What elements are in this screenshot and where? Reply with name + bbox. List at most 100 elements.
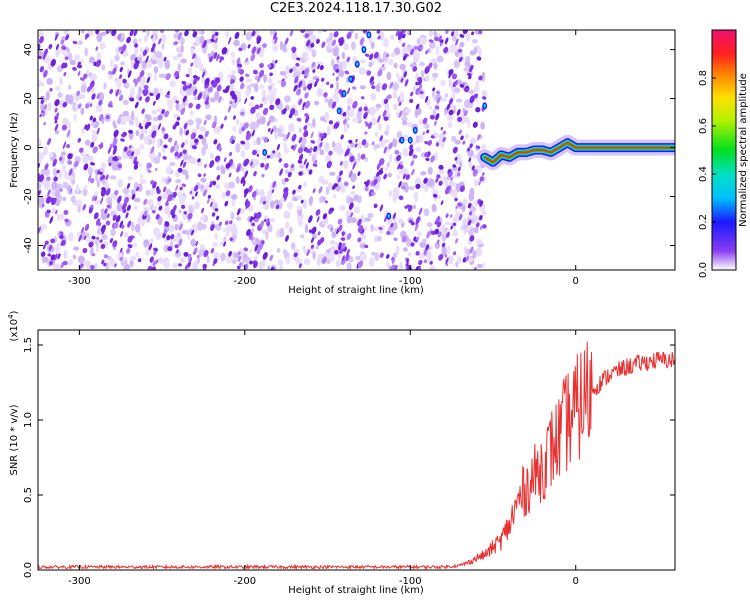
noise-speckle (209, 97, 216, 103)
noise-dot (271, 189, 275, 194)
noise-speckle (364, 225, 368, 231)
heatmap-x-axis-label: Height of straight line (km) (288, 285, 424, 296)
noise-dot (393, 264, 398, 270)
snr-x-axis-label: Height of straight line (km) (288, 585, 424, 596)
noise-dot (175, 121, 180, 126)
noise-speckle (335, 80, 340, 91)
noise-dot (165, 73, 171, 81)
noise-dot (262, 43, 267, 48)
noise-speckle (280, 196, 285, 204)
noise-dot (63, 209, 69, 215)
noise-dot (418, 265, 421, 270)
noise-dot (352, 86, 357, 90)
noise-dot (193, 133, 196, 139)
noise-dot (259, 220, 265, 228)
noise-speckle (301, 136, 307, 146)
noise-speckle (120, 61, 125, 66)
noise-dot (109, 237, 114, 244)
noise-dot (469, 235, 475, 242)
y-tick-label: 40 (23, 43, 34, 56)
noise-dot (467, 219, 472, 226)
noise-dot (441, 242, 446, 248)
noise-dot (111, 30, 117, 37)
noise-speckle (180, 43, 184, 54)
noise-speckle (99, 42, 106, 50)
y-tick-label: 0 (23, 144, 34, 150)
noise-dot (177, 32, 182, 40)
noise-dot (332, 72, 335, 76)
noise-dot (304, 100, 311, 109)
noise-dot (98, 115, 104, 122)
noise-speckle (364, 157, 368, 162)
noise-dot (55, 43, 59, 51)
noise-speckle (386, 161, 390, 168)
noise-speckle (231, 234, 237, 239)
noise-dot (262, 200, 266, 205)
noise-dot (311, 226, 317, 235)
noise-dot (100, 176, 104, 181)
noise-speckle (256, 137, 261, 146)
noise-speckle (168, 224, 175, 233)
noise-dot (373, 51, 379, 59)
noise-dot (251, 222, 256, 227)
noise-speckle (231, 69, 236, 75)
noise-dot (151, 209, 156, 214)
noise-speckle (51, 181, 58, 190)
noise-dot (449, 98, 453, 105)
noise-dot (127, 235, 133, 243)
noise-dot (390, 264, 395, 270)
noise-dot (76, 90, 81, 96)
chart-title: C2E3.2024.118.17.30.G02 (269, 1, 443, 16)
noise-dot (284, 37, 289, 45)
noise-dot (211, 81, 218, 88)
noise-dot (346, 31, 352, 40)
noise-dot (244, 97, 248, 105)
noise-speckle (283, 142, 287, 149)
noise-speckle (153, 66, 159, 74)
noise-speckle (245, 31, 252, 41)
noise-dot (54, 123, 59, 132)
noise-dot (104, 208, 108, 214)
noise-dot (404, 79, 409, 87)
noise-speckle (147, 199, 153, 207)
noise-speckle (455, 98, 463, 103)
noise-speckle (183, 152, 189, 161)
noise-speckle (135, 129, 140, 137)
noise-dot (141, 108, 145, 114)
noise-speckle (448, 78, 453, 88)
noise-dot (264, 218, 267, 222)
noise-speckle (129, 255, 137, 261)
noise-dot (340, 134, 344, 140)
noise-dot (108, 162, 112, 167)
noise-speckle (120, 116, 127, 121)
noise-dot (180, 159, 184, 167)
noise-dot (378, 226, 383, 231)
noise-dot (383, 146, 388, 154)
noise-dot (391, 256, 394, 261)
noise-dot (122, 208, 127, 214)
noise-dot (406, 258, 410, 263)
noise-speckle (184, 138, 189, 145)
noise-speckle (322, 217, 329, 225)
noise-speckle (190, 47, 195, 56)
noise-speckle (113, 124, 118, 129)
noise-dot (84, 235, 87, 240)
noise-dot (99, 142, 104, 150)
noise-dot (436, 216, 441, 223)
noise-dot (54, 253, 58, 261)
noise-dot (77, 103, 82, 109)
noise-dot (409, 98, 414, 103)
noise-speckle (187, 67, 193, 76)
noise-speckle (368, 257, 375, 267)
noise-dot (43, 121, 47, 126)
noise-speckle (179, 127, 183, 136)
noise-dot (213, 52, 218, 59)
noise-dot (77, 61, 82, 65)
noise-dot (391, 257, 396, 265)
noise-speckle (346, 262, 352, 270)
noise-speckle (176, 38, 181, 44)
noise-dot (228, 250, 232, 257)
noise-speckle (297, 217, 303, 227)
noise-dot (316, 38, 320, 44)
noise-speckle (348, 197, 354, 204)
